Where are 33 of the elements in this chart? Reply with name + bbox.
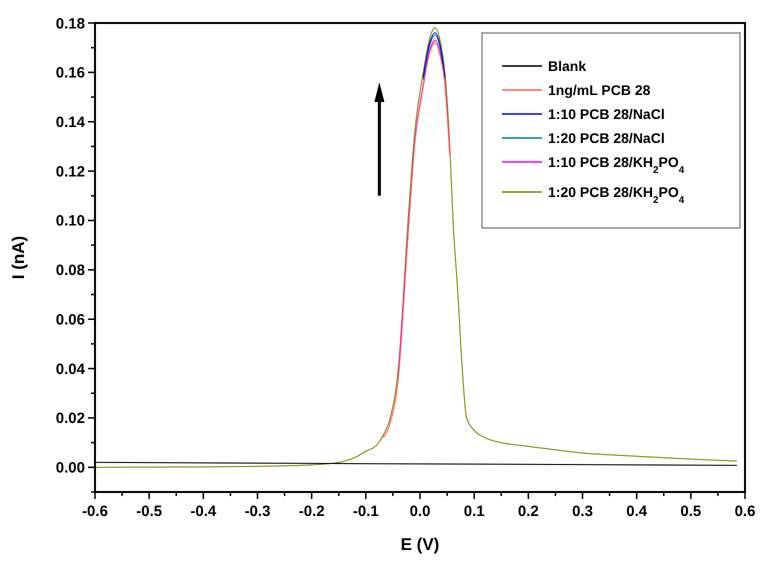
x-tick-label: 0.5: [680, 503, 702, 520]
x-tick-label: -0.5: [136, 503, 162, 520]
x-tick-label: -0.2: [298, 503, 325, 520]
y-tick-label: 0.14: [56, 114, 86, 131]
y-tick-label: 0.10: [56, 212, 85, 230]
x-tick-label: 0.1: [464, 503, 485, 520]
x-tick-label: -0.6: [82, 503, 108, 520]
y-axis-title: I (nA): [9, 236, 28, 280]
x-tick-label: 0.0: [410, 503, 430, 520]
y-tick-label: 0.08: [56, 262, 85, 280]
line-series: [382, 42, 450, 438]
x-tick-label: 0.6: [734, 503, 756, 520]
y-tick-label: 0.00: [56, 460, 85, 477]
x-tick-label: -0.3: [244, 503, 270, 520]
legend-label: Blank: [548, 58, 586, 74]
legend-label: 1:20 PCB 28/KH$_{2}$PO$_{4}$: [548, 184, 685, 206]
x-tick-label: -0.1: [352, 503, 379, 520]
legend-label: 1:10 PCB 28/KH$_{2}$PO$_{4}$: [548, 154, 685, 176]
y-tick-label: 0.04: [56, 360, 86, 378]
x-tick-label: 0.2: [518, 503, 539, 520]
x-tick-label: -0.4: [190, 503, 217, 520]
x-tick-label: 0.4: [626, 503, 648, 520]
y-tick-label: 0.12: [56, 163, 85, 180]
x-axis-title: E (V): [400, 535, 440, 554]
y-tick-label: 0.02: [56, 410, 85, 428]
line-series: [94, 27, 738, 468]
y-tick-label: 0.18: [56, 15, 85, 32]
y-tick-label: 0.06: [56, 311, 85, 328]
legend-label: 1ng/mL PCB 28: [548, 82, 651, 98]
x-tick-label: 0.3: [572, 503, 593, 520]
legend-label: 1:10 PCB 28/NaCl: [548, 106, 665, 122]
legend-label: 1:20 PCB 28/NaCl: [548, 130, 665, 146]
y-tick-label: 0.16: [56, 64, 85, 82]
